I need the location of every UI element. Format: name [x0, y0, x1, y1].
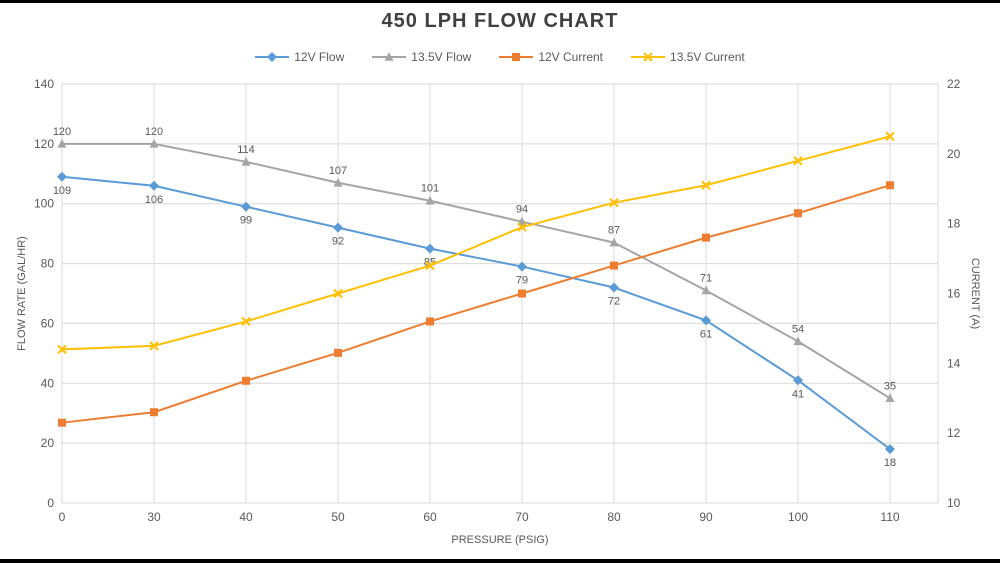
y-axis-right-title: CURRENT (A) [969, 258, 981, 329]
legend-item-12v-current: 12V Current [499, 50, 603, 64]
data-label: 107 [329, 165, 347, 177]
svg-text:30: 30 [147, 510, 161, 524]
data-label: 41 [792, 388, 804, 400]
legend-label: 13.5V Current [670, 50, 745, 64]
svg-text:110: 110 [880, 510, 899, 524]
svg-text:40: 40 [239, 510, 253, 524]
x-marker-icon [631, 52, 666, 62]
gridlines [61, 83, 939, 504]
legend-label: 12V Current [538, 50, 604, 64]
diamond-marker-icon [255, 52, 290, 62]
svg-text:90: 90 [699, 510, 713, 524]
data-label: 61 [700, 328, 712, 340]
data-label: 18 [884, 457, 896, 469]
svg-text:18: 18 [947, 217, 961, 231]
data-label: 54 [792, 323, 804, 335]
svg-text:40: 40 [41, 376, 55, 390]
svg-text:120: 120 [34, 137, 54, 151]
svg-text:60: 60 [41, 316, 55, 330]
svg-text:12: 12 [947, 426, 961, 440]
data-label: 94 [516, 204, 528, 216]
svg-text:20: 20 [947, 147, 961, 161]
data-label: 120 [53, 126, 71, 138]
series-13-5v-current [57, 131, 895, 355]
legend-item-13-5v-current: 13.5V Current [631, 50, 745, 64]
data-label: 92 [332, 236, 344, 248]
svg-text:140: 140 [34, 77, 54, 91]
svg-text:60: 60 [423, 510, 437, 524]
svg-text:80: 80 [41, 257, 55, 271]
svg-text:70: 70 [515, 510, 529, 524]
svg-text:100: 100 [788, 510, 808, 524]
svg-text:20: 20 [41, 436, 55, 450]
data-label: 114 [237, 144, 255, 156]
data-label: 109 [53, 185, 71, 197]
legend-item-13-5v-flow: 13.5V Flow [372, 50, 471, 64]
svg-text:14: 14 [947, 356, 961, 370]
svg-text:80: 80 [607, 510, 621, 524]
svg-text:50: 50 [331, 510, 345, 524]
data-label: 71 [700, 273, 712, 285]
legend-label: 13.5V Flow [411, 50, 472, 64]
x-axis-title: PRESSURE (PSIG) [451, 534, 548, 546]
data-label: 106 [145, 194, 163, 206]
data-label: 35 [884, 380, 896, 392]
axis-tick-labels: 0 20 40 60 80 100 120 140 10 12 14 16 18 20 22 0 30 40 50 6… [34, 77, 961, 524]
data-label: 87 [608, 225, 620, 237]
data-label: 120 [145, 126, 163, 138]
data-label: 99 [240, 215, 252, 227]
legend-label: 12V Flow [294, 50, 345, 64]
chart-legend: 12V Flow 13.5V Flow 12V Current 13.5V Curre… [0, 50, 1000, 64]
y-axis-left-title: FLOW RATE (GAL/HR) [16, 236, 28, 351]
triangle-marker-icon [372, 52, 407, 61]
series-12v-current [58, 181, 894, 427]
svg-text:0: 0 [59, 510, 66, 524]
data-label: 101 [421, 183, 439, 195]
legend-item-12v-flow: 12V Flow [255, 50, 344, 64]
data-label: 79 [516, 275, 528, 287]
svg-text:0: 0 [47, 496, 54, 510]
data-label: 72 [608, 296, 620, 308]
series-13-5v-flow: 120 120 114 107 101 94 87 71 54 35 [53, 126, 896, 403]
bottom-border [0, 559, 1000, 563]
svg-text:10: 10 [947, 496, 961, 510]
top-border [0, 0, 1000, 3]
svg-text:100: 100 [34, 197, 54, 211]
square-marker-icon [499, 53, 534, 61]
svg-text:16: 16 [947, 287, 961, 301]
svg-text:22: 22 [947, 77, 961, 91]
chart-title: 450 LPH FLOW CHART [381, 10, 619, 32]
axis-titles: FLOW RATE (GAL/HR) CURRENT (A) PRESSURE (P… [16, 236, 981, 546]
